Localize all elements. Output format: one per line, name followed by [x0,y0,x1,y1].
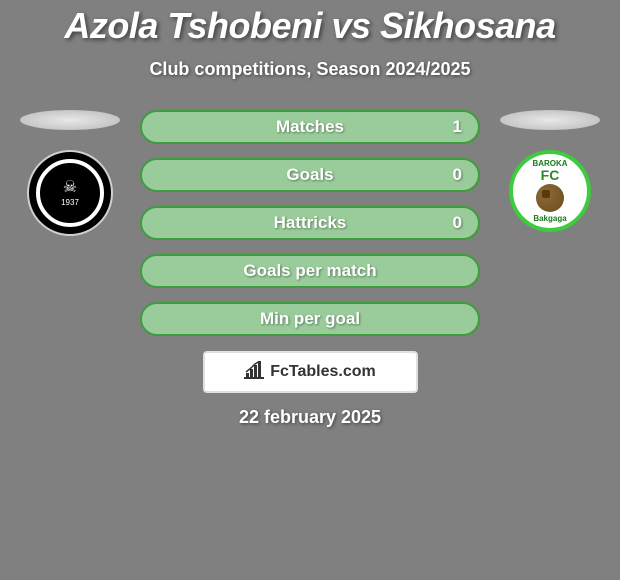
main-container: Azola Tshobeni vs Sikhosana Club competi… [0,0,620,428]
stat-row-goals: Goals 0 [140,158,480,192]
comparison-area: ☠ 1937 Matches 1 Goals 0 Hattricks 0 Goa… [0,110,620,336]
banner-text: FcTables.com [270,363,376,381]
stat-label: Hattricks [274,213,347,233]
right-ellipse [500,110,600,130]
stat-row-hattricks: Hattricks 0 [140,206,480,240]
chart-icon [244,361,264,384]
right-team-column: BAROKA FC Bakgaga [490,110,610,232]
stat-value: 0 [453,165,462,185]
stat-row-matches: Matches 1 [140,110,480,144]
left-logo-inner: ☠ 1937 [45,168,95,218]
stat-label: Min per goal [260,309,360,329]
left-team-logo: ☠ 1937 [27,150,113,236]
right-team-logo: BAROKA FC Bakgaga [509,150,591,232]
stat-label: Matches [276,117,344,137]
page-title: Azola Tshobeni vs Sikhosana [0,5,620,47]
right-logo-inner: BAROKA FC Bakgaga [532,159,567,223]
ball-icon [536,184,564,212]
stat-value: 1 [453,117,462,137]
stat-label: Goals per match [243,261,376,281]
right-team-bottom-text: Bakgaga [533,214,566,223]
left-team-column: ☠ 1937 [10,110,130,236]
stat-label: Goals [286,165,333,185]
date-text: 22 february 2025 [0,407,620,428]
skull-icon: ☠ [63,180,77,196]
subtitle: Club competitions, Season 2024/2025 [0,59,620,80]
stat-value: 0 [453,213,462,233]
stat-row-goals-per-match: Goals per match [140,254,480,288]
stat-row-min-per-goal: Min per goal [140,302,480,336]
left-team-year: 1937 [61,198,79,207]
stats-column: Matches 1 Goals 0 Hattricks 0 Goals per … [140,110,480,336]
attribution-banner[interactable]: FcTables.com [203,351,418,393]
left-ellipse [20,110,120,130]
right-team-fc: FC [541,168,560,182]
